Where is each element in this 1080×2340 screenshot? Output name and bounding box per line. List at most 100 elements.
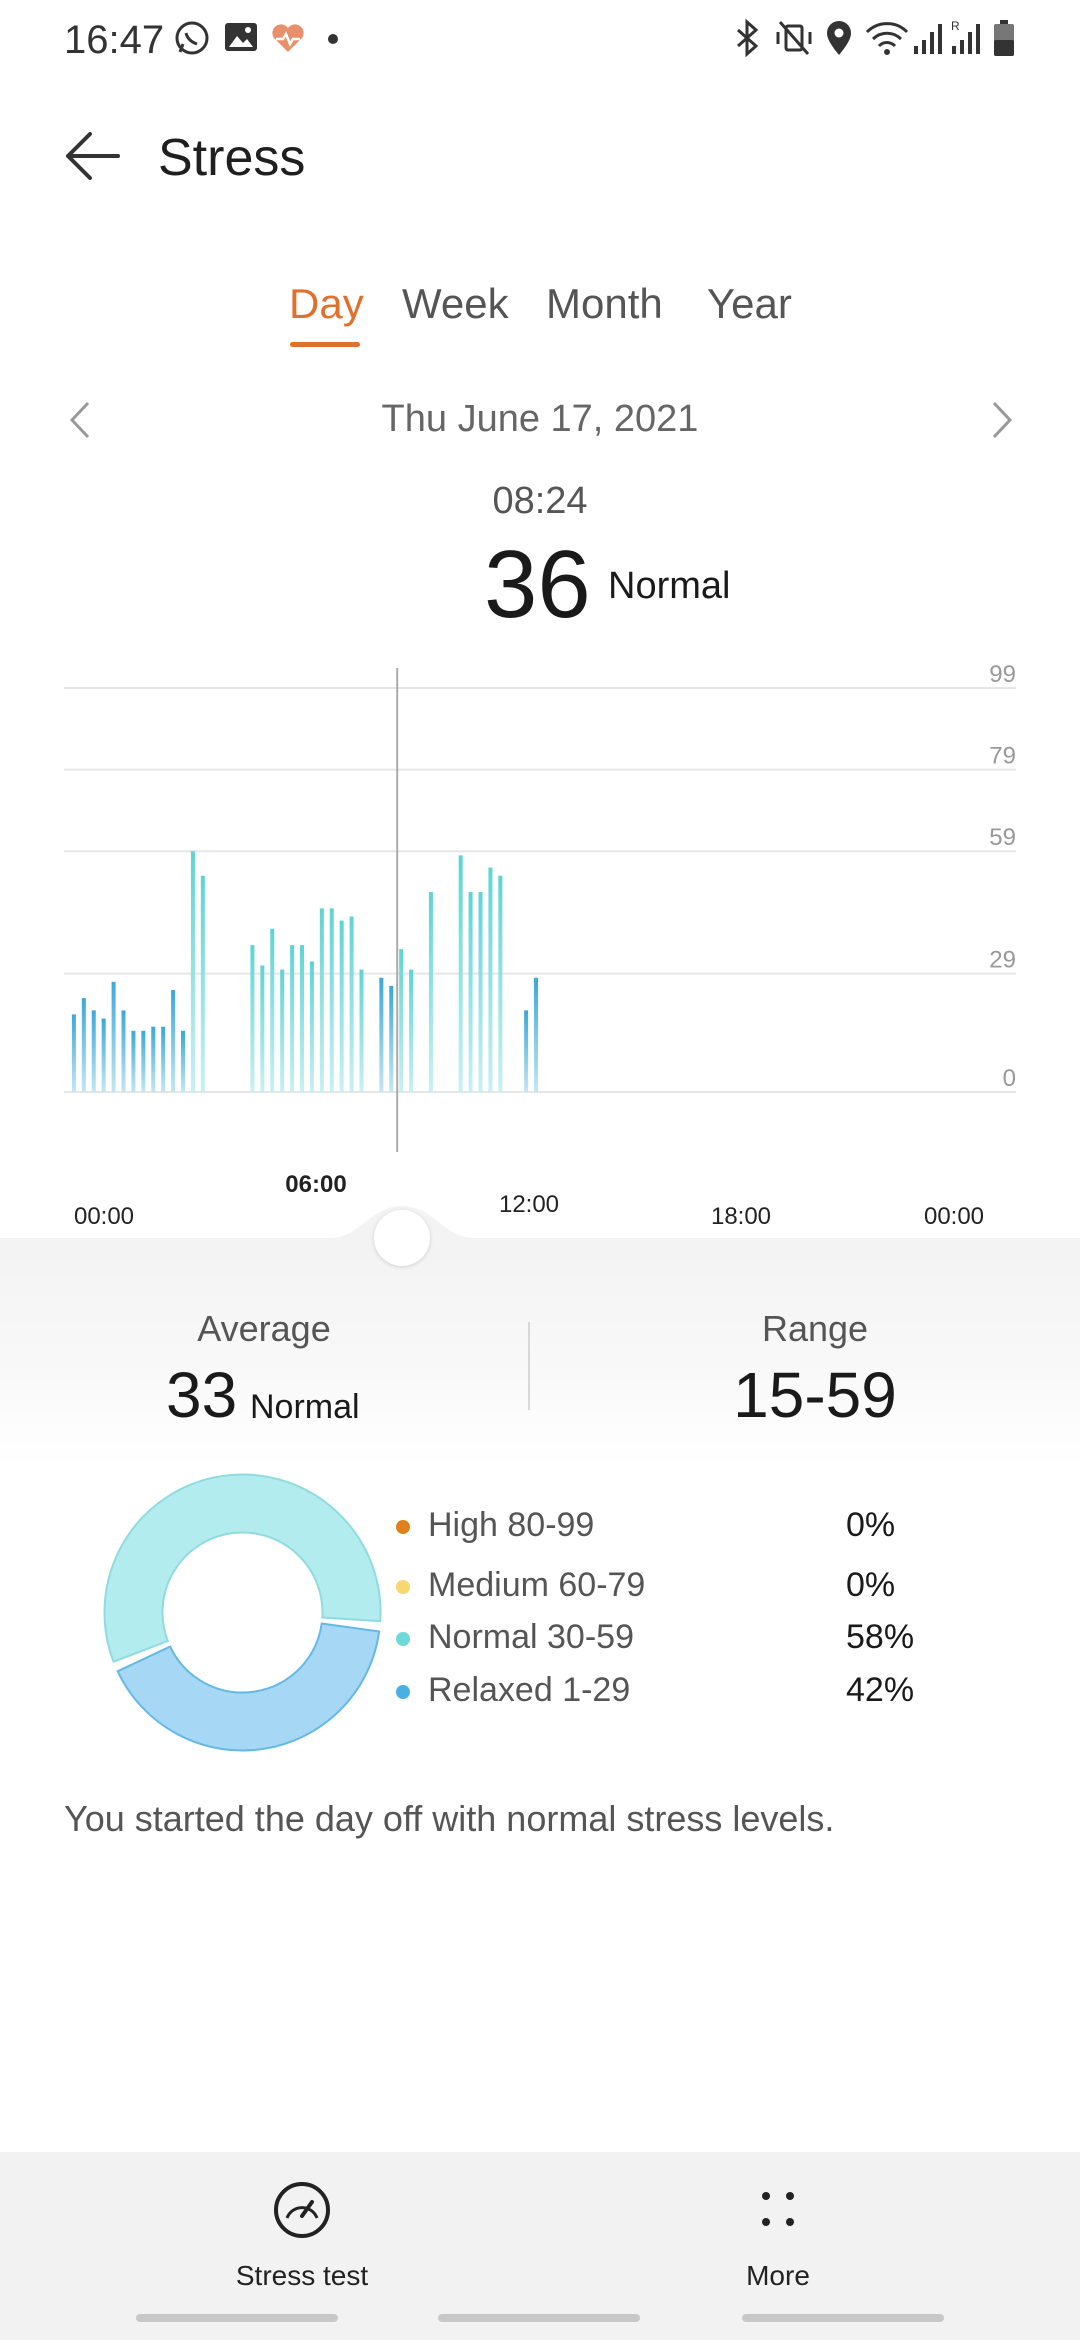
- date-label[interactable]: Thu June 17, 2021: [381, 398, 699, 440]
- legend-label: Relaxed 1-29: [428, 1671, 631, 1709]
- back-arrow-icon[interactable]: [56, 120, 136, 200]
- notification-dot-icon: [328, 34, 338, 44]
- legend-dot: [396, 1685, 410, 1699]
- stress-bar: [524, 1010, 529, 1092]
- stress-test-button[interactable]: Stress test: [172, 2170, 432, 2291]
- stress-bar: [81, 998, 86, 1092]
- tab-year[interactable]: Year: [707, 280, 792, 327]
- stress-test-label: Stress test: [235, 2260, 369, 2291]
- stress-bar: [121, 1010, 126, 1092]
- x-tick-label: 06:00: [285, 1171, 346, 1198]
- bluetooth-icon: [737, 18, 759, 58]
- legend-label: High 80-99: [428, 1506, 595, 1544]
- stress-bar: [534, 977, 539, 1092]
- health-heart-icon: [272, 24, 304, 52]
- stress-bar: [161, 1026, 166, 1092]
- y-tick-label: 99: [989, 661, 1016, 688]
- location-icon: [827, 21, 851, 55]
- legend-row-medium: Medium 60-79 0%: [396, 1566, 996, 1616]
- vibrate-off-icon: [776, 21, 812, 55]
- page-title: Stress: [158, 129, 306, 187]
- stress-bar: [319, 908, 324, 1092]
- battery-icon: [994, 20, 1014, 56]
- legend-percent: 0%: [846, 1566, 896, 1604]
- legend-dot: [396, 1580, 410, 1594]
- stress-bar: [270, 928, 275, 1092]
- y-tick-label: 59: [989, 824, 1016, 851]
- stress-bar: [181, 1030, 185, 1092]
- signal-roaming-icon: R: [951, 19, 980, 54]
- stress-bar: [260, 965, 265, 1092]
- tab-day[interactable]: Day: [289, 280, 364, 327]
- summary-text: You started the day off with normal stre…: [64, 1798, 835, 1839]
- stress-bar: [409, 969, 414, 1092]
- system-nav-back[interactable]: [742, 2314, 944, 2322]
- stress-bar: [300, 945, 304, 1092]
- average-label: Average: [197, 1308, 331, 1349]
- legend-row-relaxed: Relaxed 1-29 42%: [396, 1671, 996, 1721]
- wifi-icon: [865, 22, 909, 55]
- range-label: Range: [761, 1308, 869, 1349]
- x-tick-label: 00:00: [924, 1203, 984, 1230]
- tab-week[interactable]: Week: [402, 280, 509, 327]
- stress-bar: [359, 969, 364, 1092]
- stress-bar: [349, 916, 354, 1092]
- stress-bar: [488, 867, 493, 1092]
- y-tick-label: 79: [989, 743, 1016, 770]
- stress-bar: [141, 1030, 146, 1092]
- stress-bar: [250, 945, 255, 1092]
- system-nav-home[interactable]: [438, 2314, 640, 2322]
- tab-month[interactable]: Month: [546, 280, 663, 327]
- stress-bar: [379, 977, 384, 1092]
- average-status: Normal: [250, 1388, 360, 1426]
- stress-bar: [280, 969, 285, 1092]
- legend-percent: 58%: [846, 1618, 915, 1656]
- system-nav-recents[interactable]: [136, 2314, 338, 2322]
- whatsapp-icon: [175, 21, 209, 55]
- stress-bar: [498, 875, 503, 1092]
- selected-stress-status: Normal: [608, 565, 731, 607]
- x-tick-label: 00:00: [74, 1203, 134, 1230]
- stat-divider: [528, 1322, 530, 1410]
- chevron-left-icon[interactable]: [60, 395, 100, 445]
- stress-bar: [71, 1014, 76, 1092]
- stress-bar: [399, 949, 404, 1092]
- x-tick-label: 18:00: [711, 1203, 771, 1230]
- more-button[interactable]: More: [648, 2170, 908, 2291]
- svg-text:R: R: [951, 19, 960, 33]
- stress-bar: [458, 855, 463, 1092]
- panel-notch: [0, 1206, 1080, 1260]
- legend-row-normal: Normal 30-59 58%: [396, 1618, 996, 1668]
- donut-segment-normal: [103, 1473, 382, 1663]
- range-value: 15-59: [733, 1359, 897, 1431]
- gallery-icon: [225, 23, 257, 51]
- selected-time: 08:24: [492, 480, 588, 522]
- stress-bar: [111, 981, 116, 1092]
- legend-dot: [396, 1632, 410, 1646]
- active-tab-indicator: [290, 342, 360, 347]
- stress-chart[interactable]: 99 79 59 29 0 00:00 06:00 12:00 18:00 00:00: [0, 640, 1080, 1240]
- bottom-action-bar: [0, 2152, 1080, 2340]
- stress-bar: [151, 1026, 156, 1092]
- stress-bar: [190, 851, 195, 1092]
- stress-bar: [131, 1030, 136, 1092]
- time-slider-handle[interactable]: [374, 1210, 430, 1266]
- stress-bar: [339, 920, 344, 1092]
- legend-percent: 42%: [846, 1671, 915, 1709]
- stress-bar: [101, 1018, 106, 1092]
- legend-percent: 0%: [846, 1506, 896, 1544]
- signal-icon: [914, 24, 942, 54]
- chevron-right-icon[interactable]: [982, 395, 1022, 445]
- stress-bar: [200, 875, 205, 1092]
- summary-panel: [0, 1238, 1080, 2238]
- legend-label: Normal 30-59: [428, 1618, 634, 1656]
- stress-bar: [468, 892, 473, 1092]
- stress-bar: [478, 892, 483, 1092]
- stress-bar: [329, 908, 334, 1092]
- y-tick-label: 29: [989, 947, 1016, 974]
- status-time: 16:47: [64, 18, 165, 62]
- more-dots-icon: [762, 2192, 794, 2226]
- selected-stress-value: 36: [484, 531, 591, 638]
- stress-distribution-donut: [103, 1473, 382, 1752]
- legend-row-high: High 80-99 0%: [396, 1506, 996, 1556]
